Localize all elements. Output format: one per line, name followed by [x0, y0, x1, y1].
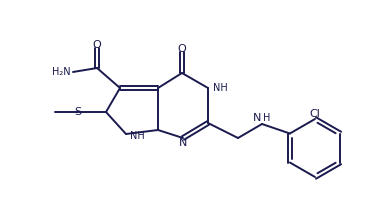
- Text: O: O: [178, 44, 186, 54]
- Text: S: S: [75, 107, 82, 117]
- Text: O: O: [93, 40, 101, 50]
- Text: NH: NH: [130, 131, 145, 141]
- Text: N: N: [179, 138, 187, 148]
- Text: Cl: Cl: [309, 109, 321, 119]
- Text: H₂N: H₂N: [52, 67, 71, 77]
- Text: N: N: [253, 113, 261, 123]
- Text: H: H: [263, 113, 270, 123]
- Text: NH: NH: [213, 83, 228, 93]
